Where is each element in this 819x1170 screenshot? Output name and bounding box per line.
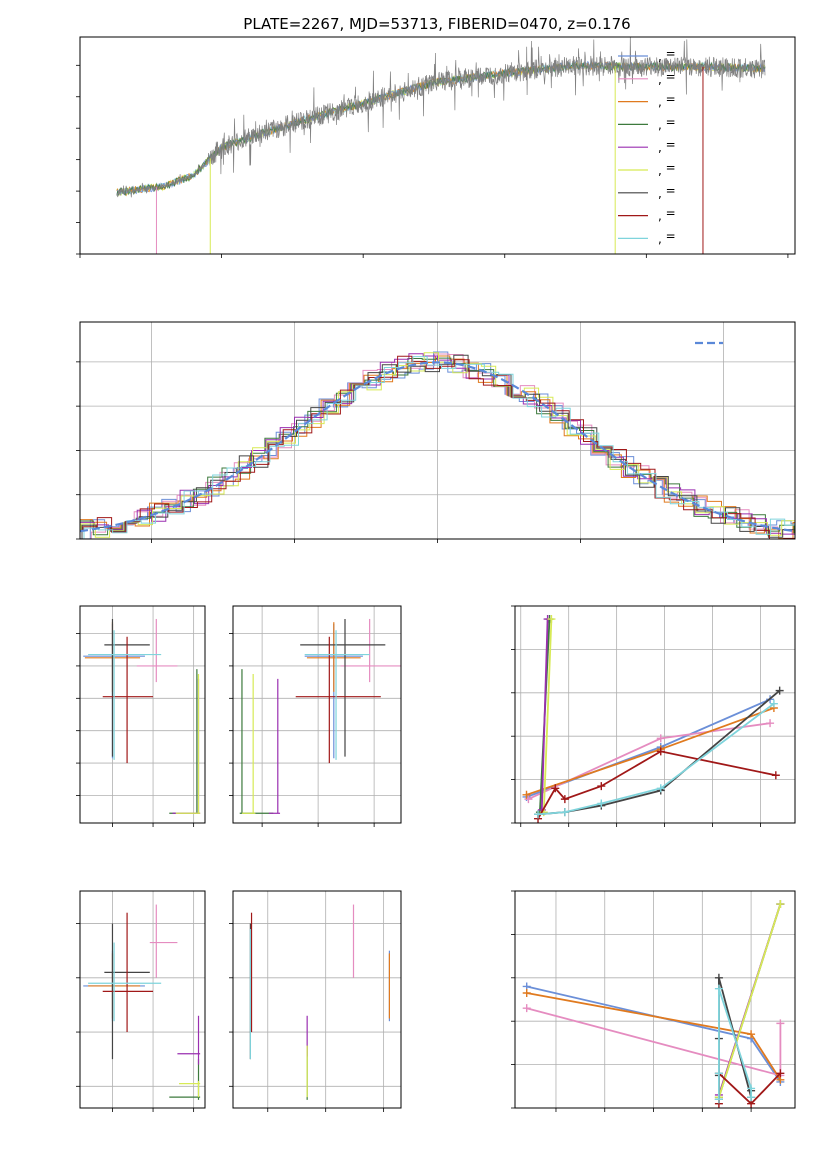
weight-point-marker <box>560 808 569 817</box>
weight-point-marker <box>776 900 785 909</box>
plot-area <box>116 37 766 254</box>
plot-area <box>522 900 785 1108</box>
plot-area <box>80 351 795 539</box>
extinction-mass-panel <box>229 890 402 1112</box>
weight-point-marker <box>597 782 606 791</box>
weight-point-marker <box>522 988 531 997</box>
weight-series-line <box>542 618 553 813</box>
weight-point-marker <box>714 1069 723 1078</box>
weight-point-marker <box>747 1084 756 1093</box>
figure-title: PLATE=2267, MJD=53713, FIBERID=0470, z=0… <box>243 15 630 33</box>
weight-point-marker <box>776 1019 785 1028</box>
weight-point-marker <box>766 719 775 728</box>
weight-series-line <box>540 618 549 811</box>
residual-histogram-series <box>80 353 795 539</box>
weight-point-marker <box>747 1093 756 1102</box>
weight-point-marker <box>560 795 569 804</box>
mass-age-panel <box>229 605 402 827</box>
plot-area <box>249 904 391 1100</box>
weight-point-marker <box>656 784 665 793</box>
weight-point-marker <box>771 771 780 780</box>
weight-point-marker <box>656 747 665 756</box>
weight-point-marker <box>522 1004 531 1013</box>
plot-area <box>522 615 784 823</box>
legend-entry: , = <box>658 161 676 178</box>
metallicity-mass-weight-panel <box>511 890 796 1112</box>
weight-point-marker <box>656 734 665 743</box>
axes-frame <box>79 605 206 824</box>
weight-point-marker <box>522 790 531 799</box>
weight-point-marker <box>547 615 556 624</box>
weight-series-line <box>718 903 782 1098</box>
legend-entry: , = <box>658 92 676 109</box>
weight-point-marker <box>551 784 560 793</box>
weight-point-marker <box>534 810 543 819</box>
residual-histogram-series <box>80 356 795 539</box>
legend-entry: , = <box>658 47 676 64</box>
axes-frame <box>514 890 796 1109</box>
weight-point-marker <box>714 1095 723 1104</box>
axes-frame <box>232 605 402 824</box>
axes-frame <box>232 890 402 1109</box>
axes-frame <box>79 321 796 540</box>
legend-entry: , = <box>658 69 676 86</box>
weight-series-line <box>537 750 776 820</box>
residual-histogram-series <box>80 355 795 539</box>
observed-spectrum-line <box>116 37 766 198</box>
weight-point-marker <box>597 799 606 808</box>
weight-point-marker <box>524 795 533 804</box>
legend-entry: , = <box>658 138 676 155</box>
axes-frame <box>514 605 796 824</box>
metallicity-mass-panel <box>76 890 206 1112</box>
legend-entry: , = <box>658 115 676 132</box>
residual-histogram-panel <box>76 321 796 543</box>
legend-entry: , = <box>658 183 676 200</box>
weight-point-marker <box>747 1030 756 1039</box>
plot-area <box>83 904 201 1100</box>
normal-distribution-curve <box>80 361 795 533</box>
plot-area <box>83 618 201 814</box>
weight-point-marker <box>714 973 723 982</box>
weight-point-marker <box>769 699 778 708</box>
age-mass-weight-panel <box>511 605 796 827</box>
residual-histogram-series <box>80 355 795 539</box>
legend-entry: , = <box>658 206 676 223</box>
plot-area <box>239 618 401 814</box>
axes-frame <box>79 36 796 255</box>
weight-point-marker <box>776 1069 785 1078</box>
residual-histogram-series <box>80 357 795 536</box>
weight-point-marker <box>714 984 723 993</box>
weight-point-marker <box>775 686 784 695</box>
metallicity-age-panel <box>76 605 206 827</box>
residual-histogram-series <box>80 353 795 539</box>
legend-entry: , = <box>658 229 676 246</box>
spectrum-panel: , = , = , = , = , = , = , = , = , = <box>76 36 796 258</box>
axes-frame <box>79 890 206 1109</box>
